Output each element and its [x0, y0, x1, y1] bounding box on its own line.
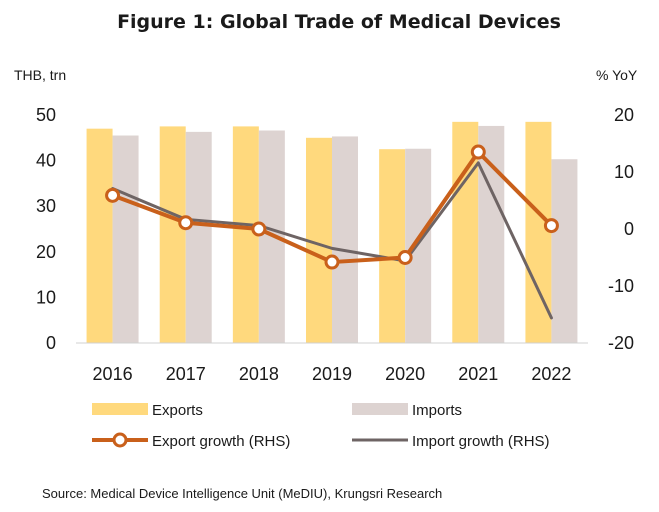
right-axis-unit: % YoY	[596, 67, 638, 83]
right-tick-label: 10	[614, 162, 634, 182]
left-tick-label: 0	[46, 333, 56, 353]
marker-export-growth-rhs-2022	[543, 218, 559, 234]
x-axis-ticks: 2016 2017 2018 2019 2020 2021 2022	[93, 364, 572, 384]
x-tick-label: 2020	[385, 364, 425, 384]
bar-exports-2017	[159, 126, 186, 344]
bar-exports-2016	[86, 128, 113, 343]
bars-layer	[86, 121, 578, 344]
right-tick-label: 20	[614, 105, 634, 125]
legend-swatch-imports	[352, 403, 408, 415]
left-tick-label: 20	[36, 242, 56, 262]
left-axis-unit: THB, trn	[14, 67, 66, 83]
x-tick-label: 2016	[93, 364, 133, 384]
marker-export-growth-rhs-2019	[324, 254, 340, 270]
legend: Exports Imports Export growth (RHS) Impo…	[92, 402, 550, 450]
right-tick-label: -10	[608, 276, 634, 296]
left-tick-label: 40	[36, 151, 56, 171]
source-note: Source: Medical Device Intelligence Unit…	[42, 486, 442, 501]
left-tick-label: 10	[36, 287, 56, 307]
legend-label-imports: Imports	[412, 402, 462, 419]
bar-imports-2019	[332, 136, 358, 343]
bar-imports-2021	[478, 125, 505, 343]
bar-exports-2020	[379, 149, 406, 343]
legend-swatch-exports	[92, 403, 148, 415]
chart-title: Figure 1: Global Trade of Medical Device…	[117, 11, 561, 33]
left-tick-label: 30	[36, 196, 56, 216]
x-tick-label: 2022	[531, 364, 571, 384]
marker-export-growth-rhs-2018	[251, 221, 267, 237]
x-tick-label: 2017	[166, 364, 206, 384]
right-tick-label: -20	[608, 333, 634, 353]
bar-imports-2016	[112, 135, 139, 343]
bar-imports-2022	[551, 159, 578, 343]
legend-marker-export-growth	[112, 432, 128, 448]
x-tick-label: 2021	[458, 364, 498, 384]
marker-export-growth-rhs-2016	[105, 187, 121, 203]
bar-imports-2017	[185, 131, 212, 343]
left-axis-ticks: 0 10 20 30 40 50	[36, 105, 56, 353]
left-tick-label: 50	[36, 105, 56, 125]
right-axis-ticks: -20 -10 0 10 20	[608, 105, 634, 353]
marker-export-growth-rhs-2021	[470, 144, 486, 160]
right-tick-label: 0	[624, 219, 634, 239]
legend-label-exports: Exports	[152, 402, 203, 419]
legend-label-import-growth: Import growth (RHS)	[412, 433, 550, 450]
x-tick-label: 2018	[239, 364, 279, 384]
x-tick-label: 2019	[312, 364, 352, 384]
marker-export-growth-rhs-2017	[178, 215, 194, 231]
marker-export-growth-rhs-2020	[397, 250, 413, 265]
lines-layer	[105, 144, 559, 320]
legend-label-export-growth: Export growth (RHS)	[152, 433, 290, 450]
